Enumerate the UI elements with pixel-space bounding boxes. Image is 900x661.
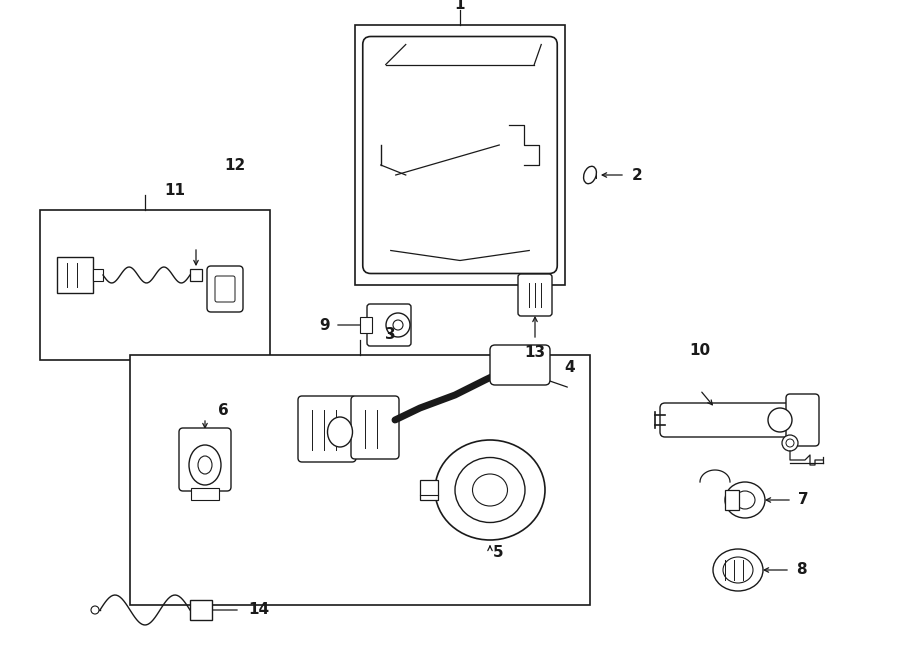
Bar [420,480,438,500]
Text: 2: 2 [632,167,643,182]
FancyBboxPatch shape [518,274,552,316]
Circle shape [768,408,792,432]
FancyBboxPatch shape [490,345,550,385]
Circle shape [782,435,798,451]
FancyBboxPatch shape [215,276,235,302]
FancyBboxPatch shape [363,36,557,274]
Ellipse shape [198,456,212,474]
FancyBboxPatch shape [367,304,411,346]
FancyBboxPatch shape [179,428,231,491]
Text: 3: 3 [384,327,395,342]
Ellipse shape [735,491,755,509]
Bar [355,25,565,285]
Ellipse shape [472,474,508,506]
Bar [57,257,93,293]
Bar [360,317,372,333]
Circle shape [91,606,99,614]
Text: 8: 8 [796,563,806,578]
FancyBboxPatch shape [207,266,243,312]
Text: 4: 4 [564,360,575,375]
Ellipse shape [189,445,221,485]
Circle shape [786,439,794,447]
FancyBboxPatch shape [298,396,356,462]
FancyBboxPatch shape [351,396,399,459]
Ellipse shape [435,440,545,540]
Text: 5: 5 [492,545,503,560]
Ellipse shape [723,557,753,583]
Text: 1: 1 [454,0,465,12]
Text: 12: 12 [224,158,246,173]
Text: 10: 10 [689,343,711,358]
Text: 6: 6 [218,403,229,418]
Ellipse shape [328,417,353,447]
Text: 7: 7 [798,492,808,508]
Ellipse shape [583,167,597,184]
Bar [190,269,202,281]
Bar [130,355,590,605]
Bar [40,210,270,360]
Text: 14: 14 [248,602,269,617]
Ellipse shape [713,549,763,591]
Ellipse shape [725,482,765,518]
Circle shape [386,313,410,337]
FancyBboxPatch shape [786,394,819,446]
Bar [190,600,212,620]
Text: 9: 9 [320,317,330,332]
Ellipse shape [455,457,525,522]
Bar [93,269,103,281]
Circle shape [393,320,403,330]
Text: 13: 13 [525,345,545,360]
FancyBboxPatch shape [660,403,810,437]
Text: 11: 11 [165,183,185,198]
Bar [191,488,219,500]
Bar [725,490,739,510]
